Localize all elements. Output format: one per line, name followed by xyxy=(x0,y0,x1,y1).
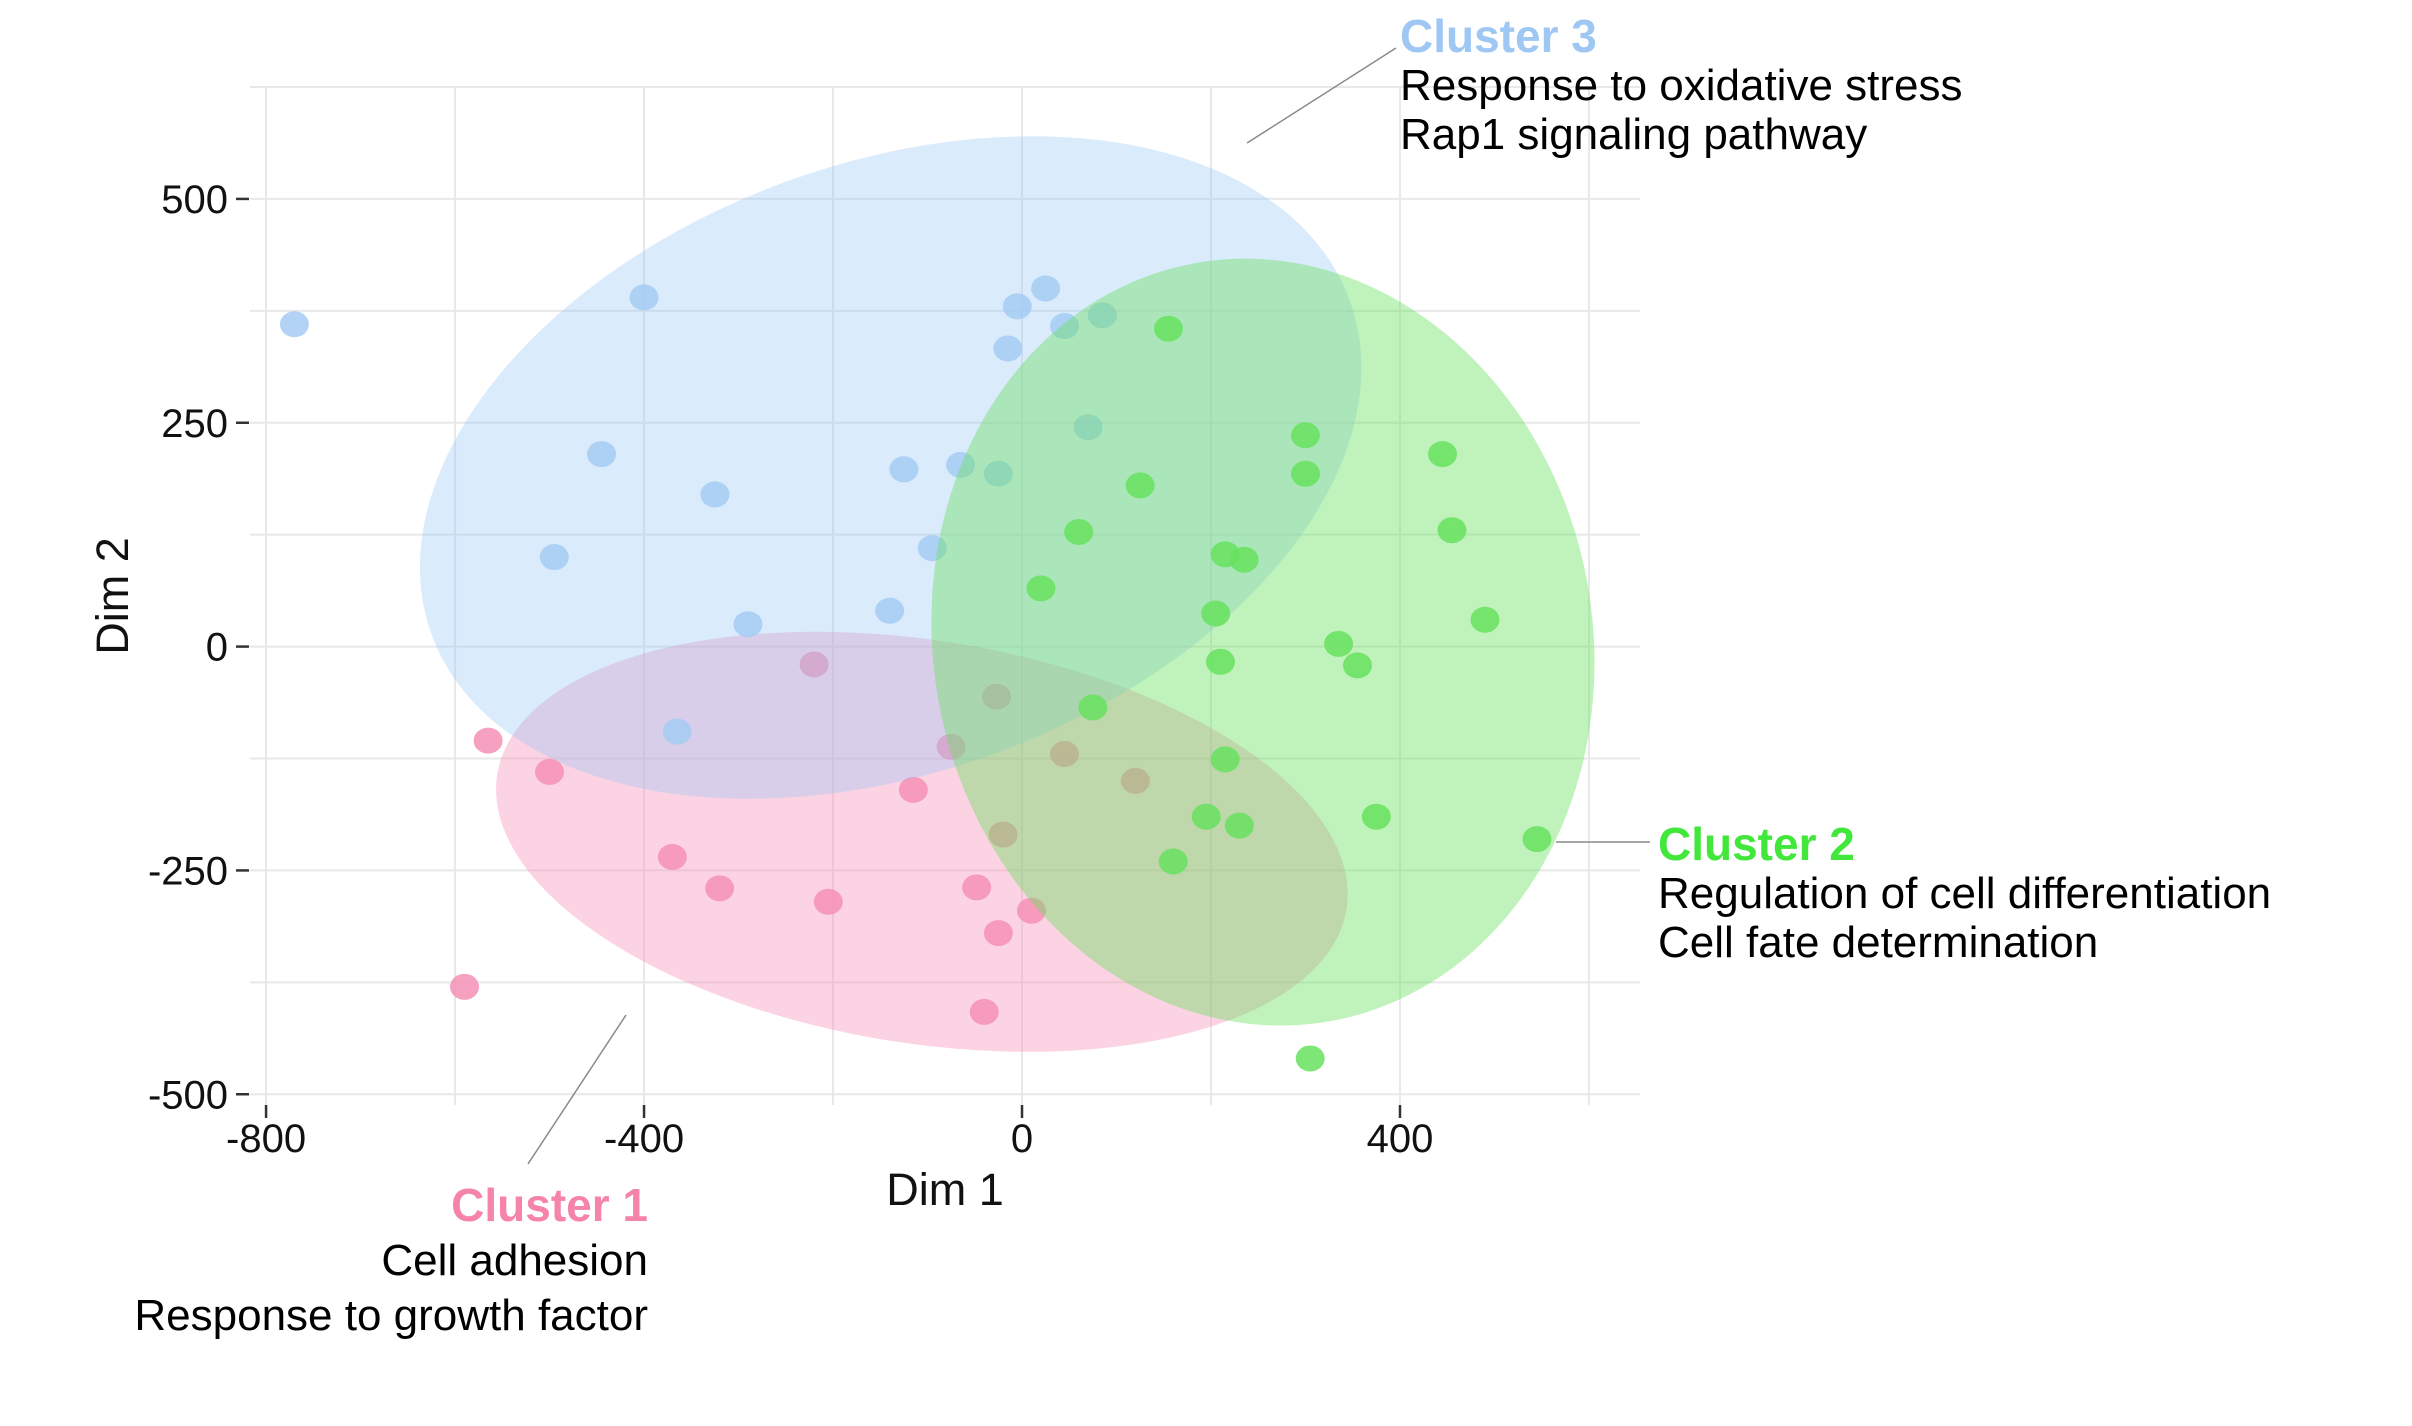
x-tick-label: 0 xyxy=(1011,1117,1033,1161)
y-tick-label: -250 xyxy=(148,849,228,893)
cluster-2-data-point xyxy=(1153,315,1183,342)
cluster-1-data-point xyxy=(705,875,735,902)
cluster-1-data-point xyxy=(813,888,843,915)
cluster-2-data-point xyxy=(1125,472,1155,499)
cluster-3-data-point xyxy=(875,597,905,624)
cluster-1-data-point xyxy=(981,683,1011,710)
cluster-1-term-1: Cell adhesion xyxy=(381,1236,648,1285)
cluster-3-term-2: Rap1 signaling pathway xyxy=(1400,110,1868,159)
cluster-2-data-point xyxy=(1064,518,1094,545)
axes-layer: -800 -400 0 400 500 250 0 -250 -500 xyxy=(148,178,1433,1161)
annotation-cluster-1: Cluster 1 Cell adhesion Response to grow… xyxy=(0,1178,648,1343)
y-tick-label: 0 xyxy=(206,626,228,670)
cluster-3-data-point xyxy=(993,335,1023,362)
cluster-1-data-point xyxy=(535,758,565,785)
cluster-3-data-point xyxy=(1087,302,1117,329)
x-tick-label: 400 xyxy=(1367,1117,1434,1161)
cluster-3-data-point xyxy=(917,535,947,562)
cluster-2-data-point xyxy=(1428,441,1458,468)
x-axis-title: Dim 1 xyxy=(886,1164,1004,1215)
cluster-1-leader-line xyxy=(527,1014,627,1165)
cluster-2-data-point xyxy=(1201,600,1231,627)
cluster-2-data-point xyxy=(1191,803,1221,830)
cluster-3-data-point xyxy=(629,284,659,311)
y-tick-label: 250 xyxy=(161,402,228,446)
cluster-2-data-point xyxy=(1361,803,1391,830)
cluster-3-data-point xyxy=(279,311,309,338)
cluster-2-data-point xyxy=(1158,848,1188,875)
cluster-2-data-point xyxy=(1290,460,1320,487)
cluster-3-title: Cluster 3 xyxy=(1400,10,1597,62)
cluster-3-data-point xyxy=(889,456,919,483)
leader-lines-layer xyxy=(527,47,1650,1165)
cluster-2-data-point xyxy=(1210,746,1240,773)
cluster-3-data-point xyxy=(539,544,569,571)
cluster-2-data-point xyxy=(1470,606,1500,633)
cluster-3-data-point xyxy=(733,611,763,638)
x-tick-label: -800 xyxy=(226,1117,306,1161)
cluster-1-term-2: Response to growth factor xyxy=(134,1291,648,1340)
cluster-3-leader-line xyxy=(1246,47,1397,144)
cluster-1-data-point xyxy=(962,874,992,901)
cluster-2-title: Cluster 2 xyxy=(1658,818,1855,870)
cluster-2-data-point xyxy=(1437,517,1467,544)
cluster-1-data-point xyxy=(936,733,966,760)
annotation-cluster-2: Cluster 2 Regulation of cell differentia… xyxy=(1658,818,2272,968)
cluster-3-data-point xyxy=(1002,293,1032,320)
annotation-cluster-3: Cluster 3 Response to oxidative stress R… xyxy=(1400,10,1963,160)
cluster-3-data-point xyxy=(946,451,976,478)
cluster-2-data-point xyxy=(1290,422,1320,449)
cluster-1-data-point xyxy=(657,843,687,870)
clusters-layer xyxy=(279,136,1595,1072)
cluster-1-data-point xyxy=(969,998,999,1025)
cluster-1-data-point xyxy=(473,727,503,754)
cluster-1-ellipse xyxy=(496,631,1348,1052)
cluster-3-data-point xyxy=(587,441,617,468)
cluster-2-term-2: Cell fate determination xyxy=(1658,918,2099,967)
cluster-2-data-point xyxy=(1229,546,1259,573)
cluster-1-data-point xyxy=(799,651,829,678)
x-tick-label: -400 xyxy=(604,1117,684,1161)
cluster-1-data-point xyxy=(988,821,1018,848)
cluster-2-data-point xyxy=(1342,652,1372,679)
cluster-2-data-point xyxy=(1295,1045,1325,1072)
cluster-1-data-point xyxy=(1120,767,1150,794)
cluster-2-data-point xyxy=(1522,826,1552,853)
y-tick-label: -500 xyxy=(148,1073,228,1117)
cluster-1-data-point xyxy=(898,776,928,803)
cluster-2-term-1: Regulation of cell differentiation xyxy=(1658,869,2272,918)
cluster-1-data-point xyxy=(1050,741,1080,768)
cluster-3-data-point xyxy=(662,718,692,745)
cluster-3-term-1: Response to oxidative stress xyxy=(1400,61,1963,110)
cluster-1-title: Cluster 1 xyxy=(451,1179,648,1231)
cluster-2-data-point xyxy=(1026,575,1056,602)
gridlines-layer xyxy=(250,86,1640,1105)
y-axis-title: Dim 2 xyxy=(87,537,138,655)
cluster-2-data-point xyxy=(1078,694,1108,721)
cluster-1-data-point xyxy=(1016,897,1046,924)
cluster-2-data-point xyxy=(1224,812,1254,839)
cluster-3-data-point xyxy=(1050,313,1080,340)
cluster-2-data-point xyxy=(1324,630,1354,657)
cluster-3-data-point xyxy=(983,460,1013,487)
cluster-2-data-point xyxy=(1205,648,1235,675)
cluster-3-data-point xyxy=(700,481,730,508)
y-tick-label: 500 xyxy=(161,178,228,222)
cluster-1-data-point xyxy=(983,920,1013,947)
cluster-3-data-point xyxy=(1031,275,1061,302)
cluster-1-data-point xyxy=(450,973,480,1000)
cluster-3-data-point xyxy=(1073,414,1103,441)
